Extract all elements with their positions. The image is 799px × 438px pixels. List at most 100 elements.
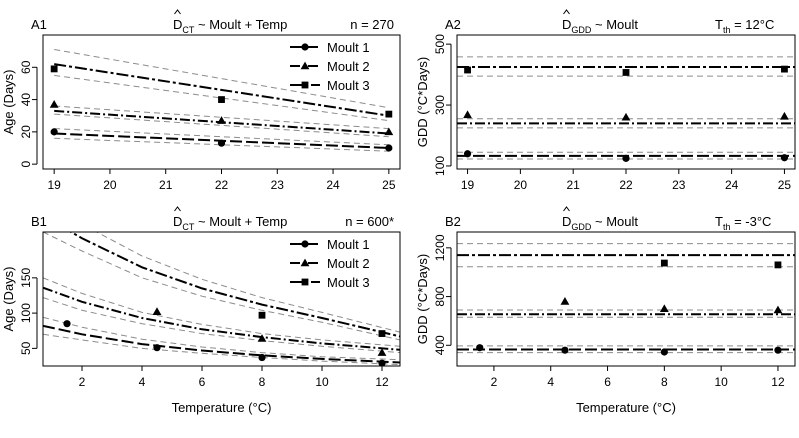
x-tick-label: 24 xyxy=(725,178,739,192)
legend-label: Moult 2 xyxy=(327,256,370,271)
data-point-square xyxy=(218,96,225,103)
title-rest: ~ Moult + Temp xyxy=(194,17,287,32)
y-axis: 100 300 500 xyxy=(433,34,452,176)
legend-label: Moult 1 xyxy=(327,237,370,252)
ci-upper-line xyxy=(54,49,389,109)
x-tick-label: 6 xyxy=(604,375,611,389)
data-point-triangle xyxy=(621,112,631,121)
x-tick-label: 8 xyxy=(259,375,266,389)
data-point-circle xyxy=(217,139,226,147)
title-rest: ~ Moult xyxy=(591,17,638,32)
x-tick-label: 20 xyxy=(103,178,117,192)
plot-frame xyxy=(456,231,796,367)
ci-lower-line xyxy=(43,232,400,341)
y-tick-label: 60 xyxy=(19,60,33,74)
annotation-subscript: th xyxy=(723,25,731,35)
x-tick-label: 25 xyxy=(382,178,396,192)
x-tick-label: 23 xyxy=(672,178,686,192)
panel-title: DGDD ~ Moult xyxy=(562,214,638,232)
ci-lower-line xyxy=(43,333,400,366)
data-point-circle xyxy=(385,144,393,152)
panel-tag: A1 xyxy=(31,17,47,32)
legend-item: Moult 2 xyxy=(290,59,370,74)
title-lead: D xyxy=(173,17,182,32)
ci-lower-line xyxy=(54,137,389,152)
data-point-triangle xyxy=(384,127,394,136)
series-1 xyxy=(457,150,795,162)
title-subscript: CT xyxy=(182,25,194,35)
legend-label: Moult 2 xyxy=(327,59,370,74)
y-axis-label: Age (Days) xyxy=(1,266,16,331)
legend-item: Moult 2 xyxy=(290,256,370,271)
series-2 xyxy=(457,110,795,129)
ci-upper-line xyxy=(54,105,389,130)
y-axis: 0 20 40 60 xyxy=(19,60,38,168)
data-point-triangle xyxy=(659,304,669,313)
data-point-circle xyxy=(476,344,484,352)
data-point-triangle xyxy=(560,297,570,305)
data-point-triangle xyxy=(463,110,472,119)
plot-frame xyxy=(456,34,796,170)
annotation-lead: T xyxy=(715,214,723,229)
legend-item: Moult 1 xyxy=(290,40,370,55)
x-axis: 19 20 21 22 23 24 25 xyxy=(47,169,396,192)
legend-marker-circle xyxy=(301,240,309,248)
title-lead: D xyxy=(173,214,182,229)
data-point-circle xyxy=(774,346,782,354)
data-point-triangle xyxy=(217,116,226,124)
x-tick-label: 4 xyxy=(139,375,146,389)
title-lead: D xyxy=(562,17,571,32)
x-axis: 19 20 21 22 23 24 25 xyxy=(461,169,791,192)
legend: Moult 1 Moult 2 Moult 3 xyxy=(290,40,370,93)
x-tick-label: 19 xyxy=(47,178,61,192)
fit-line xyxy=(54,63,389,117)
fit-line xyxy=(43,286,400,351)
ci-upper-line xyxy=(95,232,400,333)
legend-marker-triangle xyxy=(300,258,310,267)
panel-title: DCT ~ Moult + Temp xyxy=(173,214,287,232)
y-axis-label: Age (Days) xyxy=(1,69,16,134)
plot-area xyxy=(457,56,795,162)
data-point-triangle xyxy=(49,100,59,108)
title-rest: ~ Moult xyxy=(591,214,638,229)
y-tick-label: 800 xyxy=(433,286,447,306)
x-tick-label: 4 xyxy=(547,375,554,389)
data-point-circle xyxy=(258,353,266,362)
panel-tag: A2 xyxy=(445,17,461,32)
title-lead: D xyxy=(562,214,571,229)
x-tick-label: 2 xyxy=(491,375,498,389)
title-subscript: GDD xyxy=(571,25,592,35)
y-tick-label: 100 xyxy=(433,156,447,176)
y-tick-label: 500 xyxy=(433,34,447,54)
y-tick-label: 100 xyxy=(19,303,33,323)
annotation-rest: = 12°C xyxy=(730,17,774,32)
y-tick-label: 40 xyxy=(19,93,33,107)
x-tick-label: 12 xyxy=(771,375,785,389)
y-tick-label: 300 xyxy=(433,95,447,115)
x-tick-label: 10 xyxy=(714,375,728,389)
x-tick-label: 2 xyxy=(79,375,86,389)
data-point-square xyxy=(464,66,471,74)
data-point-circle xyxy=(153,344,161,352)
x-tick-label: 24 xyxy=(326,178,340,192)
data-point-circle xyxy=(463,150,472,158)
x-tick-label: 19 xyxy=(461,178,475,192)
legend-marker-square xyxy=(301,278,309,286)
legend: Moult 1 Moult 2 Moult 3 xyxy=(290,237,370,290)
data-point-circle xyxy=(63,320,71,328)
data-point-circle xyxy=(780,154,789,162)
data-point-square xyxy=(258,311,266,319)
panel-tag: B1 xyxy=(31,214,47,229)
sample-size-annotation: n = 270 xyxy=(350,17,394,32)
y-axis-label: GDD (°C*Days) xyxy=(415,254,430,344)
x-tick-label: 20 xyxy=(514,178,528,192)
data-point-triangle xyxy=(377,348,387,356)
x-tick-label: 6 xyxy=(199,375,206,389)
x-tick-label: 21 xyxy=(567,178,581,192)
series-3 xyxy=(457,243,795,269)
series-3 xyxy=(457,56,795,77)
ci-upper-line xyxy=(43,277,400,347)
